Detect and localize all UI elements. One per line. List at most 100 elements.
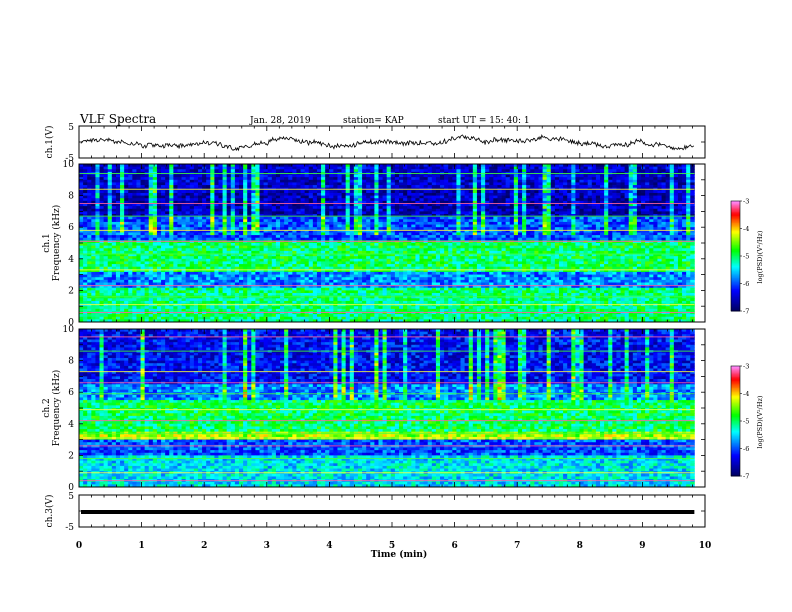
spectrogram-cell [189,227,195,231]
spectrogram-cell [661,200,667,204]
spectrogram-cell [120,232,125,236]
spectrogram-cell [665,190,671,194]
spectrogram-cell [632,206,638,210]
spectrogram-cell [79,208,84,212]
spectrogram-cell [79,195,84,199]
spectrogram-cell [312,195,318,199]
spectrogram-cell [325,208,330,212]
spectrogram-cell [341,203,347,207]
spectrogram-cell [234,216,240,220]
spectrogram-cell [608,243,613,247]
spectrogram-cell [214,237,219,241]
spectrogram-cell [111,214,117,218]
spectrogram-cell [628,179,634,183]
spectrogram-cell [415,216,420,220]
spectrogram-cell [132,248,137,252]
spectrogram-cell [587,216,593,220]
spectrogram-cell [144,214,150,218]
spectrogram-cell [509,216,515,220]
ch1-axis-ticks [78,125,706,159]
spectrogram-cell [238,229,244,233]
spectrogram-cell [156,224,162,228]
spectrogram-cell [448,224,453,228]
spectrogram-cell [460,203,466,207]
spectrogram-cell [538,169,543,173]
spectrogram-cell [321,166,326,170]
spectrogram-cell [169,190,174,194]
spectrogram-cell [321,174,326,178]
spectrogram-cell [493,219,498,223]
spectrogram-cell [325,243,330,247]
spectrogram-cell [230,229,236,233]
spectrogram-cell [185,198,191,202]
spectrogram-cell [197,219,203,223]
spectrogram-cell [226,190,232,194]
spectrogram-cell [517,237,523,241]
spectrogram-cell [378,211,383,215]
spectrogram-cell [124,182,129,186]
spectrogram-cell [255,214,260,218]
ch1-ytick-bottom: -5 [65,154,74,164]
spectrogram-cell [423,179,429,183]
spectrogram-cell [427,229,433,233]
spectrogram-cell [325,179,330,183]
spectrogram-cell [247,190,252,194]
spectrogram-cell [181,214,187,218]
spectrogram-cell [579,214,584,218]
spectrogram-cell [296,166,301,170]
spectrogram-cell [407,182,412,186]
spectrogram-cell [115,190,121,194]
spectrogram-cell [349,182,355,186]
spectrogram-cell [686,211,691,215]
spectrogram-cell [485,243,490,247]
spectrogram-cell [316,243,322,247]
spectrogram-cell [435,243,441,247]
spectrogram-cell [538,229,543,233]
spectrogram-cell [197,195,203,199]
spectrogram-cell [206,237,211,241]
spectrogram-cell [267,190,273,194]
spectrogram-cell [448,208,453,212]
spectrogram-cell [476,211,482,215]
spectrogram-cell [234,177,240,181]
spectrogram-cell [267,174,273,178]
spectrogram-cell [505,190,511,194]
spectrogram-cell [677,200,683,204]
spectrogram-cell [673,214,679,218]
spectrogram-cell [263,195,269,199]
spectrogram-cell [247,245,252,249]
spectrogram-cell [103,174,109,178]
spectrogram-cell [329,198,334,202]
spectrogram-cell [280,174,285,178]
spectrogram-cell [538,237,543,241]
spectrogram-cell [481,192,486,196]
spectrogram-cell [435,164,441,168]
spectrogram-cell [411,221,416,225]
spectrogram-cell [394,190,400,194]
spectrogram-cell [193,164,199,168]
spectrogram-cell [600,198,605,202]
spectrogram-cell [238,179,244,183]
spectrogram-cell [403,208,408,212]
spectrogram-cell [288,219,293,223]
spectrogram-cell [489,164,494,168]
spectrogram-cell [522,227,527,231]
spectrogram-cell [534,174,539,178]
spectrogram-cell [169,164,174,168]
spectrogram-cell [292,229,297,233]
spectrogram-cell [382,208,388,212]
spectrogram-cell [657,185,662,189]
spectrogram-cell [337,227,342,231]
spectrogram-cell [226,208,232,212]
spectrogram-cell [362,195,367,199]
spectrogram-cell [456,211,461,215]
spectrogram-cell [169,229,174,233]
spectrogram-cell [132,214,137,218]
spectrogram-cell [649,235,654,239]
spectrogram-cell [136,221,141,225]
spectrogram-cell [497,216,502,220]
spectrogram-cell [538,179,543,183]
spectrogram-cell [247,214,252,218]
spectrogram-cell [128,245,133,249]
spectrogram-cell [464,245,470,249]
